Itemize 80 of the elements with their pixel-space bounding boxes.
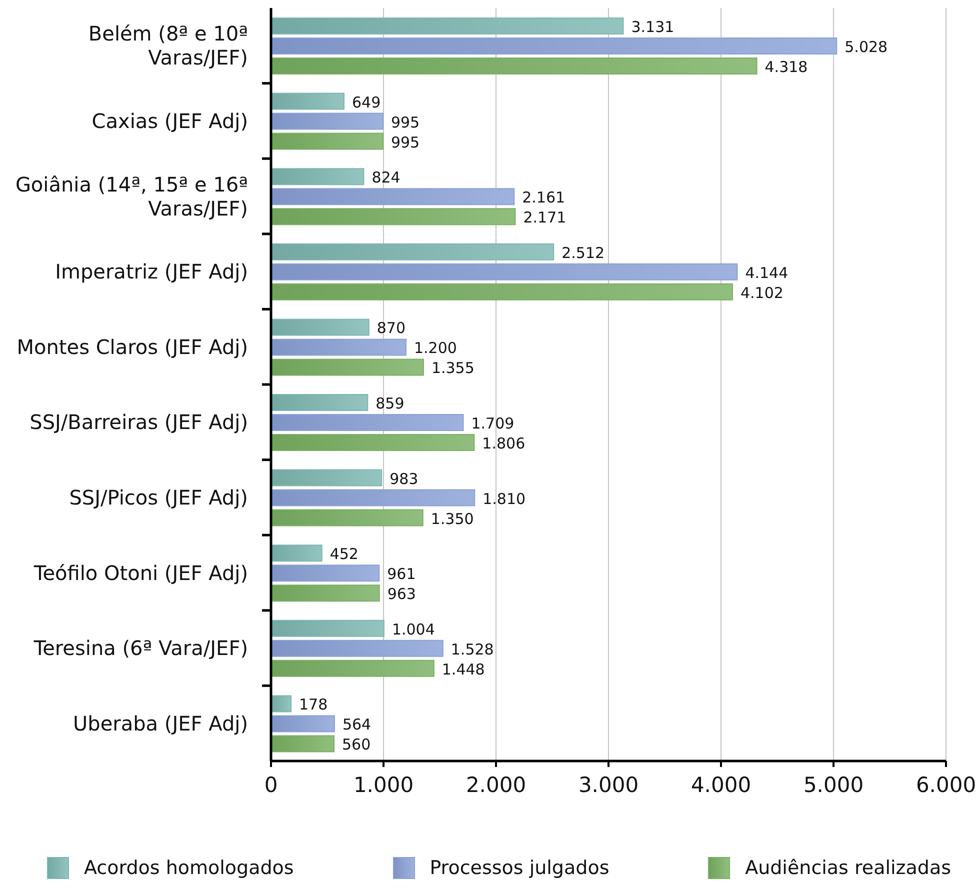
x-tick-label: 6.000 <box>916 772 976 797</box>
data-label: 5.028 <box>844 38 888 56</box>
data-label: 963 <box>387 585 416 604</box>
y-tick-label: Uberaba (JEF Adj) <box>72 711 248 736</box>
bar <box>271 584 380 602</box>
data-label: 178 <box>299 696 328 714</box>
bar <box>271 620 384 637</box>
data-label: 4.102 <box>740 284 784 302</box>
data-label: 1.355 <box>431 359 474 378</box>
data-label: 995 <box>390 133 420 152</box>
bar <box>271 695 292 712</box>
x-tick-label: 3.000 <box>578 772 639 797</box>
data-label: 4.144 <box>745 264 788 282</box>
bar <box>271 208 516 226</box>
legend-label: Audiências realizadas <box>745 857 951 879</box>
bar <box>271 18 624 34</box>
data-label: 560 <box>342 736 371 754</box>
bar <box>271 735 334 752</box>
data-label: 1.200 <box>414 339 457 358</box>
data-label: 564 <box>342 716 372 734</box>
data-label: 2.161 <box>522 188 566 207</box>
bar <box>271 112 384 130</box>
bar <box>271 58 758 74</box>
y-tick-label: SSJ/Picos (JEF Adj) <box>69 485 248 510</box>
bar <box>271 188 515 206</box>
bar <box>271 660 434 677</box>
bar <box>271 640 444 657</box>
bar <box>271 489 476 506</box>
bar <box>271 414 464 431</box>
bar <box>271 263 738 280</box>
y-tick-label: Caxias (JEF Adj) <box>92 108 248 133</box>
bar <box>271 38 838 54</box>
bar <box>271 715 335 732</box>
data-label: 824 <box>372 168 400 187</box>
bar <box>271 564 380 582</box>
bar <box>271 338 406 356</box>
data-label: 1.350 <box>430 510 474 528</box>
data-label: 961 <box>387 565 416 584</box>
data-label: 1.810 <box>482 490 526 508</box>
y-tick-label: SSJ/Barreiras (JEF Adj) <box>30 410 248 434</box>
x-tick-label: 1.000 <box>353 772 414 797</box>
data-label: 4.318 <box>764 58 808 76</box>
bar <box>271 434 475 451</box>
data-label: 649 <box>352 93 381 112</box>
data-label: 1.709 <box>471 414 514 432</box>
data-label: 995 <box>390 113 420 132</box>
data-label: 859 <box>376 394 404 412</box>
x-tick-label: 2.000 <box>466 772 526 797</box>
legend-label: Processos julgados <box>430 857 610 879</box>
y-tick-label: Teresina (6ª Vara/JEF) <box>32 636 248 660</box>
y-tick-label: Goiânia (14ª, 15ª e 16ª Varas/JEF) <box>15 172 248 220</box>
x-tick-label: 4.000 <box>690 772 752 797</box>
bar <box>271 394 368 411</box>
y-tick-label: Montes Claros (JEF Adj) <box>16 334 248 359</box>
data-label: 983 <box>390 470 418 488</box>
bar <box>271 132 384 150</box>
data-label: 2.171 <box>523 208 566 227</box>
bar <box>271 544 322 562</box>
bar <box>271 358 424 376</box>
bar <box>271 92 345 110</box>
bar <box>271 469 382 486</box>
x-tick-label: 5.000 <box>803 772 864 797</box>
y-tick-label: Teófilo Otoni (JEF Adj) <box>32 560 248 585</box>
y-tick-label: Belém (8ª e 10ª Varas/JEF) <box>88 22 248 70</box>
bar <box>271 168 364 186</box>
data-label: 1.004 <box>392 620 435 638</box>
data-label: 1.448 <box>442 660 485 678</box>
data-label: 1.806 <box>482 434 526 452</box>
data-label: 1.528 <box>450 640 494 658</box>
data-label: 2.512 <box>562 244 605 262</box>
bar <box>271 509 424 526</box>
bar <box>271 243 554 260</box>
data-label: 870 <box>376 319 406 338</box>
data-label: 452 <box>330 545 358 564</box>
bar <box>271 283 733 300</box>
legend-label: Acordos homologados <box>84 857 294 879</box>
y-tick-label: Imperatriz (JEF Adj) <box>55 260 248 284</box>
x-tick-label: 0 <box>264 772 278 797</box>
bar <box>271 318 370 336</box>
data-label: 3.131 <box>631 18 674 36</box>
